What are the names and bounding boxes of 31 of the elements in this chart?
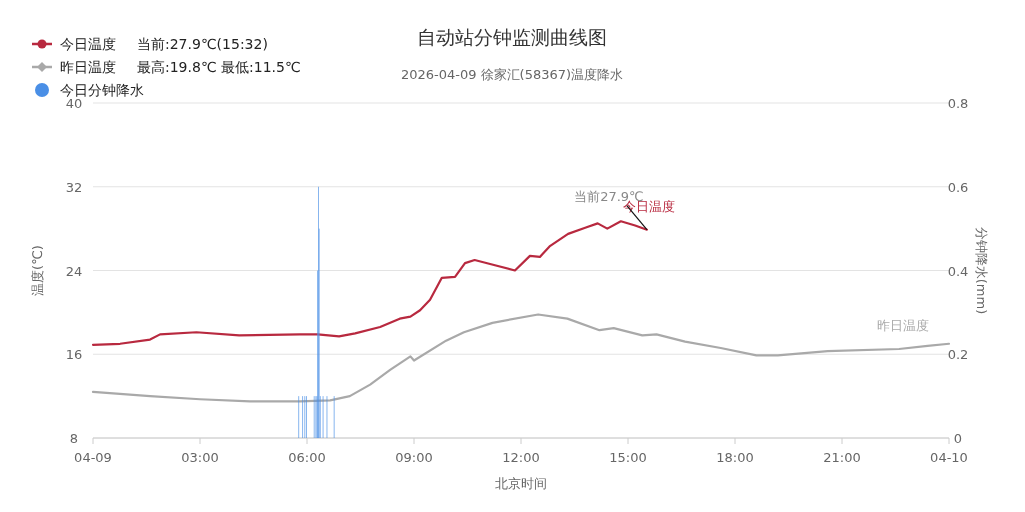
x-tick-label: 09:00 bbox=[395, 450, 433, 465]
y-tick-label: 16 bbox=[65, 347, 83, 363]
x-tick-label: 03:00 bbox=[181, 450, 219, 465]
legend-label: 昨日温度 bbox=[60, 59, 116, 75]
legend-label: 今日温度 bbox=[60, 36, 116, 52]
x-tick-label: 18:00 bbox=[716, 450, 754, 465]
y2-tick-label: 0 bbox=[953, 431, 963, 446]
x-tick-label: 21:00 bbox=[823, 450, 861, 465]
chart-title: 自动站分钟监测曲线图 bbox=[417, 26, 607, 48]
line-series bbox=[91, 220, 648, 346]
x-axis-title: 北京时间 bbox=[495, 476, 547, 491]
y-tick-label: 8 bbox=[69, 431, 79, 446]
text: 当前:27.9℃(15:32) bbox=[137, 36, 268, 52]
y2-tick-label: 0.6 bbox=[947, 179, 969, 195]
x-tick-label: 04-10 bbox=[930, 450, 968, 465]
y-tick-label: 24 bbox=[65, 263, 83, 279]
legend-label: 今日分钟降水 bbox=[60, 82, 144, 98]
text: 昨日温度 bbox=[877, 317, 929, 333]
y-tick-label: 40 bbox=[65, 96, 83, 111]
y2-tick-label: 0.8 bbox=[947, 96, 969, 111]
text: 最高:19.8℃ 最低:11.5℃ bbox=[137, 59, 301, 75]
y2-tick-label: 0.4 bbox=[947, 263, 969, 279]
x-tick-label: 15:00 bbox=[609, 450, 647, 465]
x-tick-label: 12:00 bbox=[502, 450, 540, 465]
y2-axis-title: 分钟降水(mm) bbox=[974, 226, 989, 315]
chart-subtitle: 2026-04-09 徐家汇(58367)温度降水 bbox=[400, 67, 624, 82]
x-tick-label: 06:00 bbox=[288, 450, 326, 465]
y-axis-title: 温度(℃) bbox=[30, 245, 45, 296]
y-tick-label: 32 bbox=[65, 179, 83, 195]
y2-tick-label: 0.2 bbox=[947, 347, 969, 363]
x-tick-label: 04-09 bbox=[74, 450, 112, 465]
